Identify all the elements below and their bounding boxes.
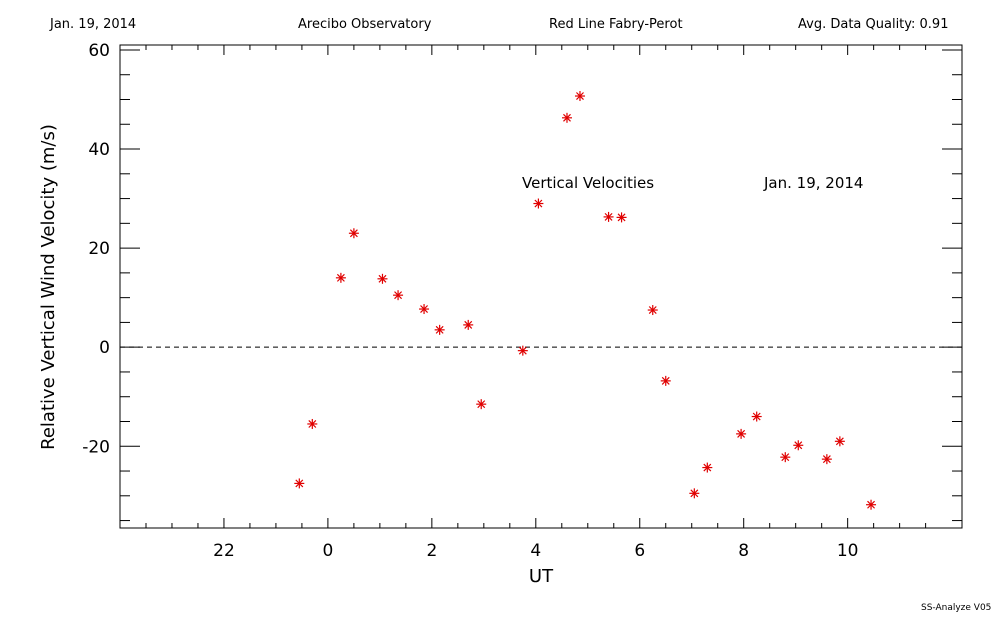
y-tick-label: 40 [88, 140, 110, 160]
x-tick-label: 22 [213, 541, 235, 561]
data-point [574, 91, 585, 102]
data-points [294, 91, 877, 510]
data-point [348, 228, 359, 239]
header-observatory: Arecibo Observatory [298, 17, 432, 32]
y-tick-label: 20 [88, 239, 110, 259]
data-point [434, 324, 445, 335]
x-tick-label: 8 [738, 541, 749, 561]
data-point [689, 488, 700, 499]
header-data-quality: Avg. Data Quality: 0.91 [798, 17, 949, 32]
x-tick-label: 10 [837, 541, 859, 561]
x-axis-title: UT [529, 566, 554, 587]
data-point [377, 273, 388, 284]
data-point [463, 319, 474, 330]
data-point [647, 305, 658, 316]
y-axis-title: Relative Vertical Wind Velocity (m/s) [38, 124, 59, 450]
data-point [736, 428, 747, 439]
data-point [517, 345, 528, 356]
data-point [834, 436, 845, 447]
y-tick-label: 0 [99, 338, 110, 358]
data-point [660, 375, 671, 386]
data-point [603, 211, 614, 222]
x-tick-label: 6 [634, 541, 645, 561]
data-point [476, 399, 487, 410]
data-point [419, 304, 430, 315]
axis-ticks [120, 45, 962, 528]
data-point [616, 212, 627, 223]
software-version: SS-Analyze V05 [921, 603, 992, 613]
x-tick-label: 2 [426, 541, 437, 561]
data-point [393, 290, 404, 301]
data-point [866, 499, 877, 510]
plot-frame [119, 44, 963, 529]
y-tick-label: -20 [82, 437, 110, 457]
data-point [307, 418, 318, 429]
x-tick-label: 4 [530, 541, 541, 561]
header-instrument: Red Line Fabry-Perot [549, 17, 683, 32]
header-date: Jan. 19, 2014 [50, 17, 137, 32]
data-point [793, 440, 804, 451]
x-tick-label: 0 [322, 541, 333, 561]
tick-labels: 22 0 2 4 6 8 10 -20 0 20 40 60 [82, 41, 858, 561]
annotation-title: Vertical Velocities [522, 174, 654, 192]
annotation-date: Jan. 19, 2014 [763, 174, 863, 192]
data-point [533, 198, 544, 209]
data-point [751, 411, 762, 422]
data-point [294, 478, 305, 489]
data-point [702, 462, 713, 473]
data-point [780, 452, 791, 463]
data-point [821, 454, 832, 465]
data-point [561, 112, 572, 123]
data-point [335, 272, 346, 283]
y-tick-label: 60 [88, 41, 110, 61]
